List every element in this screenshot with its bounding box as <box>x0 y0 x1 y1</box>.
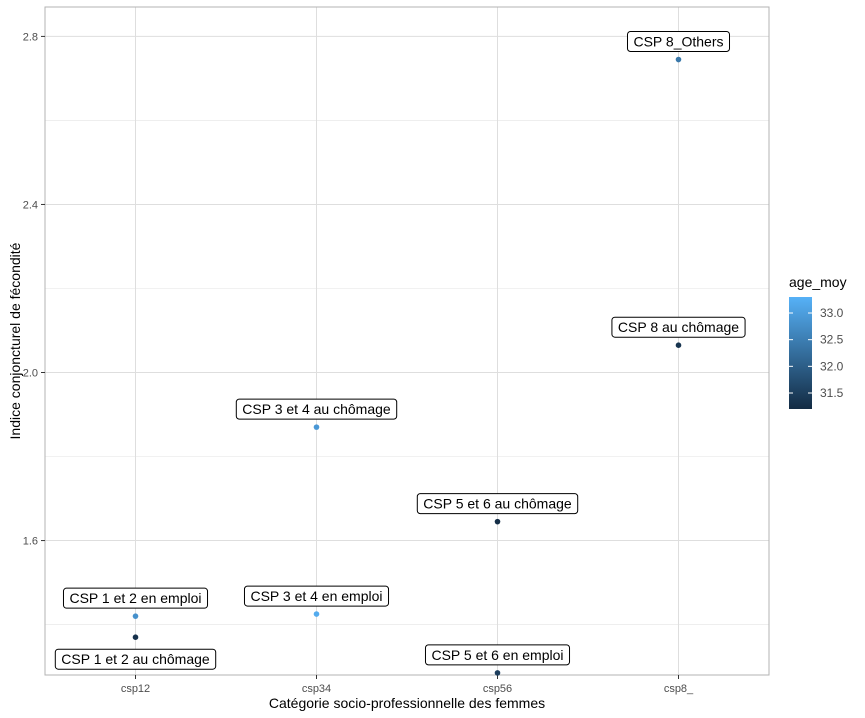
y-tick-label: 1.6 <box>23 536 38 548</box>
data-label-text: CSP 3 et 4 au chômage <box>242 401 391 417</box>
data-label: CSP 3 et 4 au chômage <box>235 398 398 420</box>
data-point <box>313 424 320 430</box>
legend-tick-label: 31.5 <box>820 386 844 400</box>
data-labels: CSP 1 et 2 en emploi CSP 1 et 2 au chômag… <box>54 31 746 670</box>
legend-tick-label: 32.0 <box>820 359 844 373</box>
data-point <box>313 611 320 617</box>
data-label-text: CSP 8_Others <box>633 34 723 50</box>
y-tick-label: 2.8 <box>23 31 38 43</box>
data-label-text: CSP 5 et 6 en emploi <box>431 647 563 663</box>
data-label-text: CSP 5 et 6 au chômage <box>423 496 572 512</box>
legend: age_moy 31.5 32.0 32.5 33.0 <box>789 274 847 409</box>
data-label: CSP 5 et 6 au chômage <box>416 493 579 515</box>
data-points <box>132 56 682 676</box>
y-tick-label: 2.4 <box>23 199 38 211</box>
data-label-text: CSP 1 et 2 au chômage <box>61 651 210 667</box>
data-label-box <box>611 316 746 338</box>
data-label-text: CSP 1 et 2 en emploi <box>69 590 201 606</box>
legend-ticks: 31.5 32.0 32.5 33.0 <box>789 306 844 400</box>
data-label-box <box>626 31 731 53</box>
panel-background <box>45 7 769 675</box>
y-tick-label: 2.0 <box>23 368 38 380</box>
data-point <box>132 613 139 619</box>
panel-border <box>44 6 770 676</box>
data-label: CSP 1 et 2 au chômage <box>54 648 217 670</box>
legend-title: age_moy <box>789 274 847 290</box>
legend-tick-label: 33.0 <box>820 306 844 320</box>
data-point <box>675 342 682 349</box>
x-axis-title: Catégorie socio-professionnelle des femm… <box>269 695 545 711</box>
data-point <box>494 518 501 525</box>
data-label: CSP 1 et 2 en emploi <box>62 587 209 609</box>
data-point <box>675 56 682 63</box>
data-label-box <box>54 648 217 670</box>
data-label: CSP 8 au chômage <box>611 316 746 338</box>
major-gridlines <box>45 7 769 675</box>
x-tick-label: csp56 <box>483 683 512 695</box>
data-label-box <box>235 398 398 420</box>
data-label: CSP 5 et 6 en emploi <box>424 644 571 666</box>
x-tick-label: csp8_ <box>664 683 694 695</box>
data-label-text: CSP 8 au chômage <box>618 319 739 335</box>
x-tick-label: csp12 <box>121 683 150 695</box>
data-point <box>494 670 501 676</box>
data-label-box <box>424 644 571 666</box>
data-label-box <box>243 585 390 607</box>
legend-colorbar <box>789 297 812 409</box>
data-label-text: CSP 3 et 4 en emploi <box>250 588 382 604</box>
data-label: CSP 3 et 4 en emploi <box>243 585 390 607</box>
x-axis-ticks: csp12 csp34 csp56 csp8_ <box>121 675 694 695</box>
y-axis-title: Indice conjoncturel de fécondité <box>7 242 23 439</box>
data-point <box>132 634 139 640</box>
minor-gridlines <box>45 120 769 625</box>
x-tick-label: csp34 <box>302 683 331 695</box>
data-label-box <box>62 587 209 609</box>
data-label-box <box>416 493 579 515</box>
legend-tick-label: 32.5 <box>820 333 844 347</box>
data-label: CSP 8_Others <box>626 31 731 53</box>
y-axis-ticks: 1.6 2.0 2.4 2.8 <box>23 31 45 548</box>
